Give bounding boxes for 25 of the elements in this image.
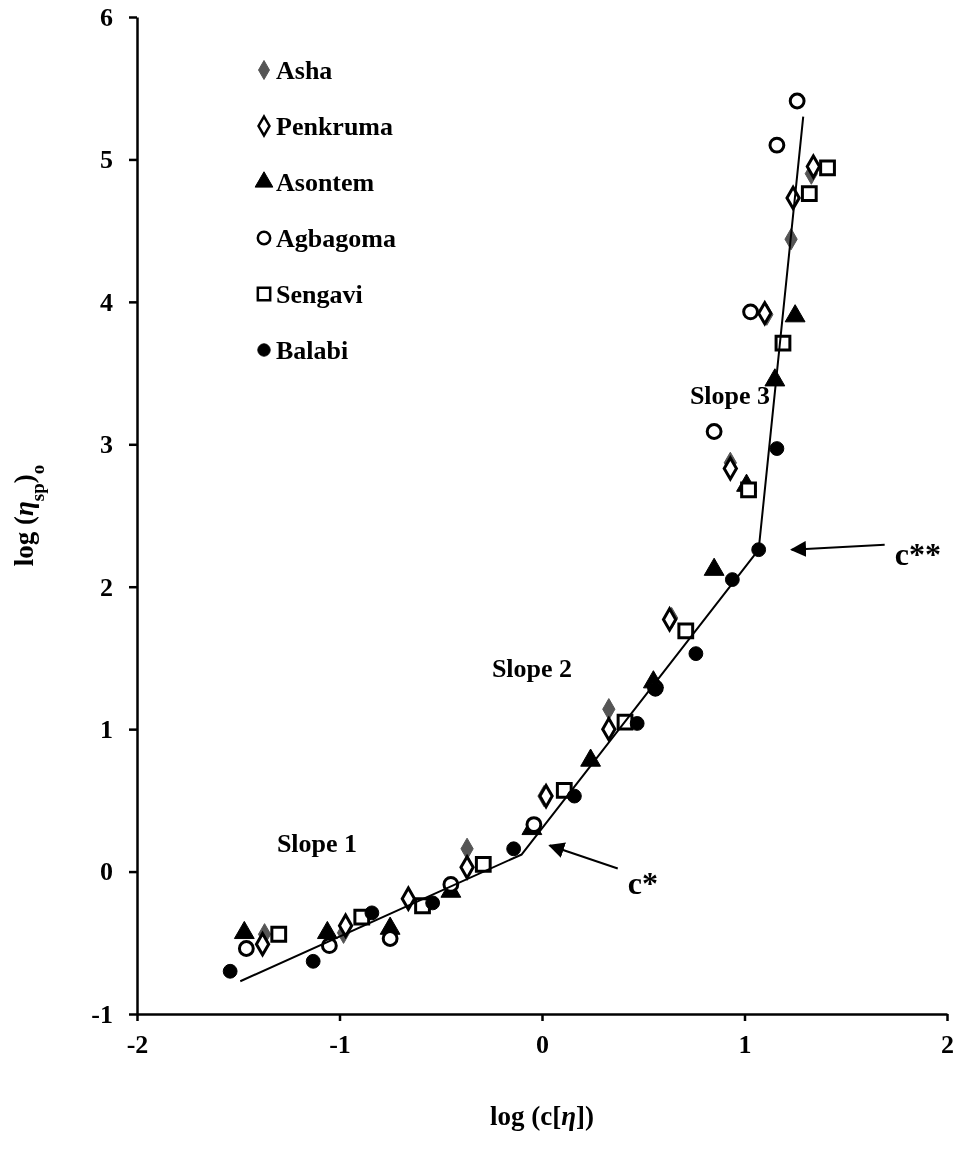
- x-tick-label: 2: [941, 1029, 954, 1059]
- y-tick-label: 5: [100, 145, 113, 175]
- y-tick-label: -1: [91, 999, 113, 1029]
- x-axis-title: log (c[η]): [489, 1101, 595, 1131]
- x-tick-label: 1: [738, 1029, 752, 1059]
- legend-label: Agbagoma: [276, 224, 396, 253]
- annotation: Slope 3: [689, 381, 771, 410]
- legend-label: Penkruma: [276, 112, 393, 141]
- x-tick-label: 0: [536, 1029, 549, 1059]
- y-tick-label: 6: [100, 2, 113, 32]
- y-tick-label: 4: [100, 287, 113, 317]
- annotation: Slope 2: [491, 654, 573, 683]
- y-tick-label: 1: [100, 714, 113, 744]
- legend-label: Sengavi: [276, 280, 363, 309]
- y-tick-label: 0: [100, 857, 113, 887]
- y-tick-label: 3: [100, 430, 113, 460]
- annotation: c*: [627, 865, 658, 902]
- legend-label: Asha: [276, 56, 333, 85]
- legend-label: Asontem: [276, 168, 375, 197]
- legend-label: Balabi: [276, 336, 349, 365]
- x-tick-label: -1: [329, 1029, 351, 1059]
- annotation: Slope 1: [276, 829, 358, 858]
- x-tick-label: -2: [126, 1029, 149, 1059]
- y-tick-label: 2: [100, 572, 113, 602]
- annotation: c**: [894, 535, 941, 572]
